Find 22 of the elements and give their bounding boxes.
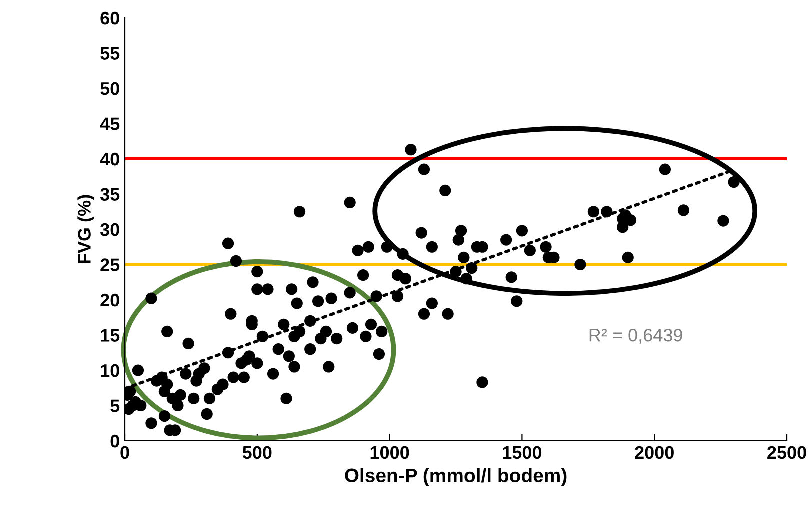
y-tick-label: 25: [100, 258, 120, 272]
x-tick-label: 0: [120, 446, 130, 460]
x-tick-label: 500: [242, 446, 272, 460]
y-axis-title: FVG (%): [78, 195, 94, 264]
y-tick-label: 15: [101, 329, 120, 342]
y-tick-label: 20: [100, 294, 120, 307]
y-tick-label: 40: [100, 152, 120, 166]
y-tick-label: 35: [100, 188, 120, 201]
annotation: R² = 0,6439: [590, 328, 682, 344]
x-tick-label: 1000: [370, 446, 410, 460]
y-tick-label: 10: [101, 364, 120, 378]
x-tick-label: 2500: [768, 446, 806, 460]
x-axis-title: Olsen-P (mmol/l bodem): [345, 468, 567, 486]
y-tick-label: 60: [100, 12, 120, 25]
y-tick-label: 0: [110, 434, 120, 448]
x-tick-label: 1500: [503, 446, 542, 460]
y-tick-label: 45: [100, 118, 120, 130]
y-tick-label: 5: [110, 400, 120, 412]
y-tick-label: 55: [100, 47, 120, 60]
y-tick-label: 30: [100, 223, 120, 236]
x-tick-label: 2000: [635, 446, 674, 460]
y-tick-label: 50: [100, 82, 120, 96]
